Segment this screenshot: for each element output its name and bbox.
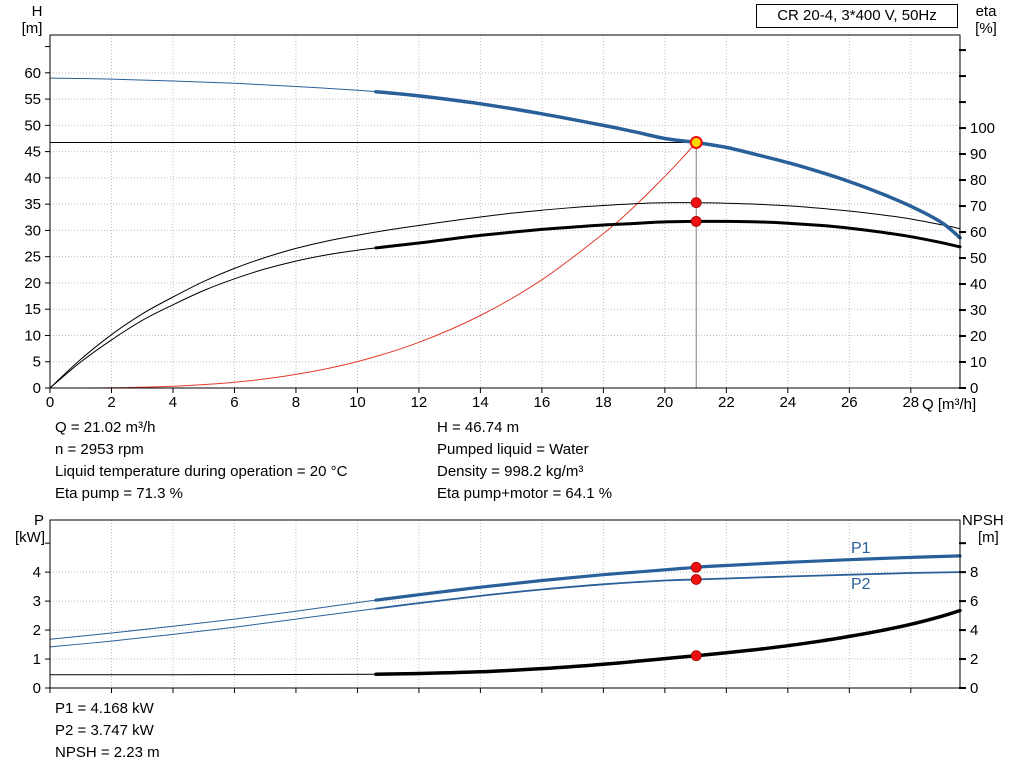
info-liquid: Pumped liquid = Water [437, 441, 589, 458]
y-left-tick-label: 60 [24, 65, 41, 82]
eta-pump-motor-curve [374, 219, 962, 250]
y-right-tick-label: 60 [970, 224, 987, 241]
y-left-tick-label: 45 [24, 144, 41, 161]
y-left-tick-label: 20 [24, 275, 41, 292]
y-left-tick-label: 1 [33, 651, 41, 668]
info-n: n = 2953 rpm [55, 441, 144, 458]
x-tick-label: 6 [230, 394, 238, 411]
p1-curve [374, 554, 962, 602]
y-right-tick-label: 100 [970, 120, 995, 137]
system-curve [61, 142, 697, 389]
y-right-tick-label: 8 [970, 564, 978, 581]
eta-pump-point [690, 197, 702, 209]
info-eta-pump: Eta pump = 71.3 % [55, 485, 183, 502]
info-eta-pump-motor: Eta pump+motor = 64.1 % [437, 485, 613, 502]
x-tick-label: 16 [534, 394, 551, 411]
p1-point [690, 561, 702, 573]
y-left-tick-label: 0 [33, 680, 41, 697]
x-tick-label: 14 [472, 394, 489, 411]
pump-title-box: CR 20-4, 3*400 V, 50Hz [756, 4, 958, 28]
x-tick-label: 20 [657, 394, 674, 411]
y-right-tick-label: 70 [970, 198, 987, 215]
x-tick-label: 8 [292, 394, 300, 411]
x-tick-label: 28 [902, 394, 919, 411]
p1-curve-thin [49, 599, 377, 640]
y-right-tick-label: 80 [970, 172, 987, 189]
y-left-tick-label: 55 [24, 91, 41, 108]
x-tick-label: 12 [411, 394, 428, 411]
plot-frame [49, 34, 961, 389]
y-left-tick-label: 50 [24, 117, 41, 134]
h-axis-label: H [31, 3, 43, 20]
eta-pump-motor-curve-thin [49, 247, 377, 389]
eta-pump-curve [49, 202, 961, 389]
y-left-tick-label: 2 [33, 622, 41, 639]
y-right-tick-label: 20 [970, 328, 987, 345]
y-left-tick-label: 30 [24, 222, 41, 239]
duty-point[interactable] [689, 135, 703, 149]
x-tick-label: 24 [779, 394, 796, 411]
eta-pump-motor-point [690, 215, 702, 227]
p2-curve-thin [49, 608, 377, 648]
y-left-tick-label: 40 [24, 170, 41, 187]
npsh-axis-unit: [m] [978, 529, 999, 546]
result-p2: P2 = 3.747 kW [55, 722, 154, 739]
x-tick-label: 18 [595, 394, 612, 411]
y-right-tick-label: 50 [970, 250, 987, 267]
x-tick-label: 2 [107, 394, 115, 411]
y-left-tick-label: 0 [33, 380, 41, 397]
x-tick-label: 0 [46, 394, 54, 411]
eta-axis-label: eta [975, 3, 997, 20]
eta-axis-unit: [%] [975, 20, 997, 37]
x-tick-label: 10 [349, 394, 366, 411]
info-temperature: Liquid temperature during operation = 20… [55, 463, 348, 480]
y-left-tick-label: 10 [24, 327, 41, 344]
y-left-tick-label: 5 [33, 354, 41, 371]
x-tick-label: 22 [718, 394, 735, 411]
y-left-tick-label: 25 [24, 249, 41, 266]
q-axis-label: Q [m³/h] [922, 396, 977, 413]
x-tick-label: 26 [841, 394, 858, 411]
npsh-curve-thin [49, 673, 377, 676]
info-q: Q = 21.02 m³/h [55, 419, 156, 436]
y-left-tick-label: 3 [33, 593, 41, 610]
info-density: Density = 998.2 kg/m³ [437, 463, 584, 480]
y-right-tick-label: 40 [970, 276, 987, 293]
y-right-tick-label: 4 [970, 622, 978, 639]
y-right-tick-label: 2 [970, 651, 978, 668]
p2-point [690, 574, 702, 585]
p-axis-label: P [33, 512, 44, 529]
qh-curve-thin [49, 77, 377, 93]
p-axis-unit: [kW] [15, 529, 45, 546]
x-tick-label: 4 [169, 394, 177, 411]
y-left-tick-label: 15 [24, 301, 41, 318]
info-h: H = 46.74 m [437, 419, 520, 436]
qh-curve [374, 89, 962, 240]
plot-frame [49, 519, 961, 689]
npsh-point [690, 650, 702, 662]
p2-curve-label: P2 [851, 576, 871, 593]
p1-curve-label: P1 [851, 540, 871, 557]
y-right-tick-label: 0 [970, 380, 978, 397]
y-left-tick-label: 4 [33, 564, 41, 581]
h-axis-unit: [m] [21, 20, 43, 37]
y-right-tick-label: 90 [970, 146, 987, 163]
result-npsh: NPSH = 2.23 m [55, 744, 160, 761]
y-right-tick-label: 6 [970, 593, 978, 610]
y-right-tick-label: 0 [970, 680, 978, 697]
qh-eta-chart: 0 2 4 6 8 10 12 14 16 18 20 22 24 26 28051015202530354… [24, 34, 995, 411]
power-npsh-chart: 0 1 2 3 4 0 2 4 6 8 [33, 519, 978, 697]
npsh-axis-label: NPSH [962, 512, 1004, 529]
p2-curve [375, 571, 961, 610]
y-left-tick-label: 35 [24, 196, 41, 213]
npsh-curve [374, 608, 962, 676]
y-right-tick-label: 30 [970, 302, 987, 319]
result-p1: P1 = 4.168 kW [55, 700, 154, 717]
y-right-tick-label: 10 [970, 354, 987, 371]
